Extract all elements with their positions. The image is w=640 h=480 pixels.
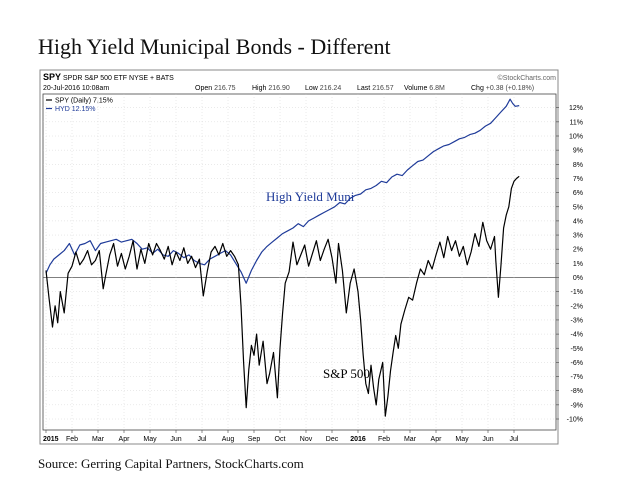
y-tick-label: -5% bbox=[571, 346, 583, 353]
y-tick-label: -9% bbox=[571, 402, 583, 409]
price-stats: Open 216.75 High 216.90 Low 216.24 Last 216… bbox=[195, 85, 534, 92]
x-tick-label: 2016 bbox=[350, 436, 366, 443]
x-tick-label: Feb bbox=[378, 436, 390, 443]
stat-low: Low 216.24 bbox=[305, 85, 341, 92]
source-note: Source: Gerring Capital Partners, StockC… bbox=[38, 456, 304, 471]
date-label: 20-Jul-2016 10:08am bbox=[43, 85, 109, 92]
legend-hyd: HYD 12.15% bbox=[55, 106, 95, 113]
y-tick-label: 4% bbox=[573, 218, 583, 225]
symbol-description: SPDR S&P 500 ETF NYSE + BATS bbox=[63, 75, 174, 82]
plot-area bbox=[42, 93, 557, 431]
series-line-spy bbox=[45, 175, 520, 417]
y-tick-label: 7% bbox=[573, 176, 583, 183]
y-tick-label: 11% bbox=[570, 119, 584, 126]
stat-chg: Chg +0.38 (+0.18%) bbox=[471, 85, 534, 92]
stat-high: High 216.90 bbox=[252, 85, 290, 92]
y-tick-label: 5% bbox=[573, 204, 583, 211]
y-tick-label: 3% bbox=[573, 233, 583, 240]
x-tick-label: Jun bbox=[482, 436, 493, 443]
x-tick-label: Mar bbox=[92, 436, 105, 443]
stat-last: Last 216.57 bbox=[357, 85, 394, 92]
annotation-spy: S&P 500 bbox=[323, 366, 370, 381]
x-tick-label: Apr bbox=[431, 436, 443, 443]
y-tick-label: 12% bbox=[569, 105, 583, 112]
y-tick-label: 8% bbox=[573, 162, 583, 169]
y-tick-label: 6% bbox=[573, 190, 583, 197]
y-tick-label: -8% bbox=[571, 388, 583, 395]
y-tick-label: -3% bbox=[571, 317, 583, 324]
legend-spy: SPY (Daily) 7.15% bbox=[55, 98, 113, 105]
x-tick-label: Sep bbox=[248, 436, 261, 443]
y-tick-label: -1% bbox=[571, 289, 583, 296]
series-line-hyd bbox=[45, 98, 520, 284]
x-tick-label: Feb bbox=[66, 436, 78, 443]
x-tick-label: Dec bbox=[326, 436, 339, 443]
x-axis: 2015 Feb Mar Apr May Jun Jul Aug Sep Oct Nov Dec 201… bbox=[43, 430, 519, 443]
annotation-hyd: High Yield Muni bbox=[266, 189, 355, 204]
x-tick-label: Aug bbox=[222, 436, 235, 443]
y-tick-label: 0% bbox=[573, 275, 583, 282]
y-tick-label: -7% bbox=[571, 374, 583, 381]
legend: SPY (Daily) 7.15% HYD 12.15% bbox=[46, 98, 113, 113]
x-tick-label: Nov bbox=[300, 436, 313, 443]
x-tick-label: May bbox=[455, 436, 469, 443]
y-tick-label: 2% bbox=[573, 247, 583, 254]
x-tick-label: 2015 bbox=[43, 436, 59, 443]
x-tick-label: May bbox=[143, 436, 157, 443]
page-title: High Yield Municipal Bonds - Different bbox=[38, 34, 391, 59]
grid bbox=[43, 94, 556, 430]
y-tick-label: 10% bbox=[569, 134, 583, 141]
stockcharts-watermark: ©StockCharts.com bbox=[498, 74, 557, 82]
y-tick-label: 9% bbox=[573, 148, 583, 155]
x-tick-label: Jul bbox=[198, 436, 207, 443]
series bbox=[45, 98, 520, 417]
y-tick-label: -4% bbox=[571, 332, 583, 339]
x-tick-label: Oct bbox=[275, 436, 286, 443]
y-tick-label: -6% bbox=[571, 360, 583, 367]
x-tick-label: Apr bbox=[119, 436, 131, 443]
y-axis: 12% 11% 10% 9% 8% 7% 6% 5% 4% 3% 2% 1% 0% -1% -2% -3% -4… bbox=[556, 105, 584, 424]
x-tick-label: Jun bbox=[170, 436, 181, 443]
symbol-label: SPY bbox=[43, 72, 61, 82]
x-tick-label: Jul bbox=[510, 436, 519, 443]
stat-open: Open 216.75 bbox=[195, 85, 236, 92]
y-tick-label: -10% bbox=[567, 417, 583, 424]
x-tick-label: Mar bbox=[404, 436, 417, 443]
y-tick-label: 1% bbox=[573, 261, 583, 268]
stat-volume: Volume 6.8M bbox=[404, 85, 445, 92]
y-tick-label: -2% bbox=[571, 303, 583, 310]
